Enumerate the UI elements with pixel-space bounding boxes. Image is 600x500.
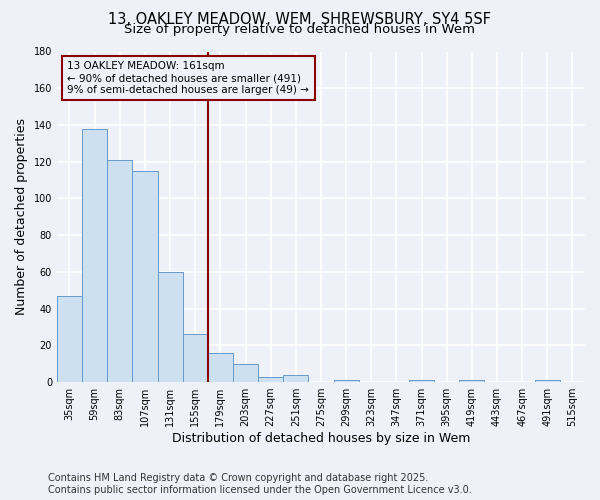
Bar	[182, 334, 208, 382]
Text: Contains HM Land Registry data © Crown copyright and database right 2025.
Contai: Contains HM Land Registry data © Crown c…	[48, 474, 472, 495]
Bar	[107, 160, 133, 382]
Y-axis label: Number of detached properties: Number of detached properties	[15, 118, 28, 316]
Bar	[283, 374, 308, 382]
Bar	[334, 380, 359, 382]
Bar	[409, 380, 434, 382]
Bar	[459, 380, 484, 382]
Bar	[258, 376, 283, 382]
Bar	[208, 352, 233, 382]
Bar	[82, 128, 107, 382]
Bar	[233, 364, 258, 382]
Bar	[158, 272, 182, 382]
Bar	[535, 380, 560, 382]
Text: 13, OAKLEY MEADOW, WEM, SHREWSBURY, SY4 5SF: 13, OAKLEY MEADOW, WEM, SHREWSBURY, SY4 …	[109, 12, 491, 28]
Bar	[133, 171, 158, 382]
Bar	[57, 296, 82, 382]
X-axis label: Distribution of detached houses by size in Wem: Distribution of detached houses by size …	[172, 432, 470, 445]
Text: Size of property relative to detached houses in Wem: Size of property relative to detached ho…	[125, 22, 476, 36]
Text: 13 OAKLEY MEADOW: 161sqm
← 90% of detached houses are smaller (491)
9% of semi-d: 13 OAKLEY MEADOW: 161sqm ← 90% of detach…	[67, 62, 310, 94]
